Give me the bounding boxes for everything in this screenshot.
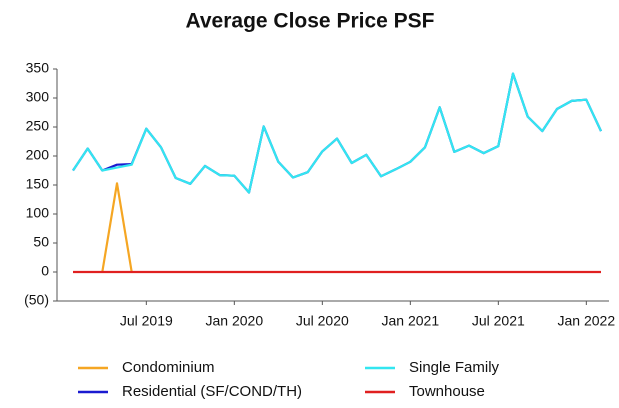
y-tick-label: (50): [24, 292, 49, 308]
x-tick-label: Jan 2020: [206, 313, 264, 329]
x-tick-label: Jan 2022: [558, 313, 616, 329]
y-tick-label: 300: [26, 89, 50, 105]
series-line: [101, 182, 133, 273]
x-tick-label: Jan 2021: [382, 313, 440, 329]
y-tick-label: 200: [26, 147, 50, 163]
x-tick-label: Jul 2021: [472, 313, 525, 329]
chart-title: Average Close Price PSF: [185, 10, 434, 33]
legend-label: Townhouse: [409, 383, 485, 400]
y-tick-label: 250: [26, 118, 50, 134]
y-tick-label: 50: [33, 234, 49, 250]
y-tick-label: 350: [26, 60, 50, 76]
legend-label: Single Family: [409, 359, 500, 376]
legend-label: Residential (SF/COND/TH): [122, 383, 302, 400]
y-tick-label: 0: [41, 263, 49, 279]
y-tick-label: 100: [26, 205, 50, 221]
series-line: [72, 72, 602, 194]
legend-label: Condominium: [122, 359, 215, 376]
x-tick-label: Jul 2019: [120, 313, 173, 329]
y-tick-label: 150: [26, 176, 50, 192]
x-tick-label: Jul 2020: [296, 313, 349, 329]
series-line: [72, 72, 602, 194]
